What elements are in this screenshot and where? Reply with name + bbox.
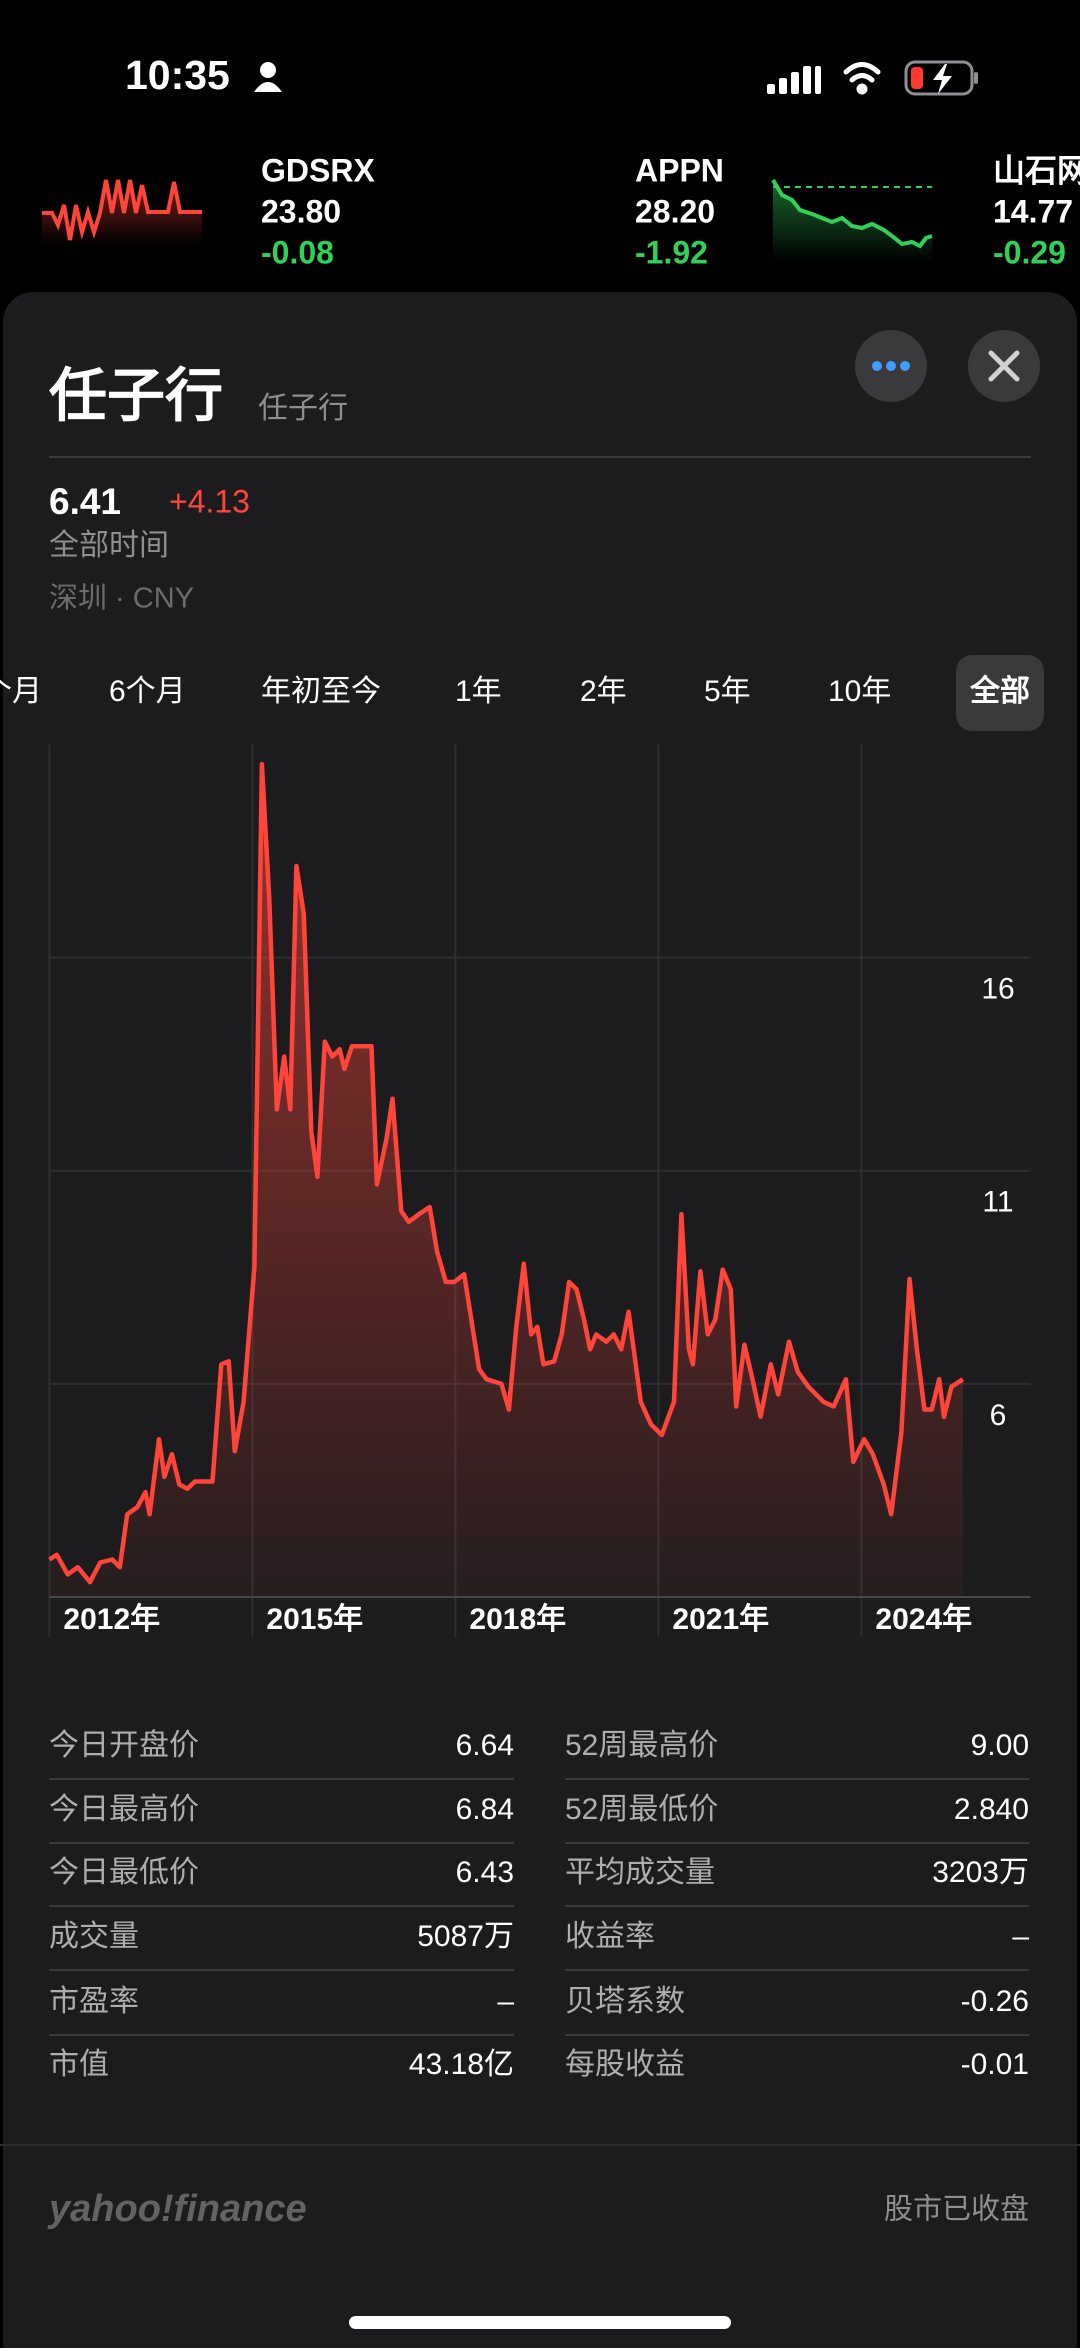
y-tick-label: 11: [982, 1186, 1013, 1219]
price: 6.41: [49, 481, 121, 522]
price-change: +4.13: [169, 483, 250, 519]
range-label: 5年: [704, 675, 751, 708]
sparkline: [42, 179, 202, 241]
ticker-price: 23.80: [261, 193, 341, 229]
range-tab[interactable]: 全部: [956, 655, 1044, 731]
stat-value: 6.43: [456, 1856, 514, 1889]
clock: 10:35: [125, 52, 230, 98]
x-tick-label: 2018年: [469, 1603, 566, 1636]
stock-subtitle: 任子行: [258, 392, 348, 425]
stat-value: -0.26: [961, 1985, 1029, 2018]
range-tab[interactable]: 2年: [580, 675, 627, 708]
x-tick-label: 2021年: [672, 1603, 769, 1636]
y-tick-label: 16: [981, 973, 1014, 1006]
stat-label: 今日开盘价: [49, 1729, 199, 1762]
stat-value: 6.84: [456, 1793, 514, 1826]
battery-icon: [904, 60, 978, 96]
exchange-label: 深圳 · CNY: [49, 583, 194, 615]
stat-value: 3203万: [932, 1856, 1029, 1889]
ticker-symbol: APPN: [635, 152, 724, 188]
stat-value: 6.64: [456, 1729, 514, 1762]
price-chart: 6 11 16 2012年 2015年 2018年 2021年 2024年: [48, 744, 1031, 1637]
more-button[interactable]: [855, 330, 927, 402]
ticker-item[interactable]: APPN 28.20 -1.92: [635, 152, 724, 270]
range-tab-selected: [956, 655, 1044, 731]
ticker-change: -0.08: [261, 234, 334, 270]
x-tick-label: 2012年: [63, 1603, 160, 1636]
stat-value: 43.18亿: [409, 2048, 514, 2081]
stat-label: 市盈率: [49, 1985, 139, 2018]
market-status: 股市已收盘: [884, 2193, 1029, 2226]
stat-value: –: [1012, 1920, 1029, 1953]
sparkline-fill: [773, 180, 932, 262]
stat-label: 贝塔系数: [565, 1985, 685, 2018]
home-indicator: [349, 2316, 731, 2329]
stat-value: 9.00: [971, 1729, 1029, 1762]
stat-label: 52周最高价: [565, 1729, 718, 1762]
stat-label: 收益率: [565, 1920, 655, 1953]
ticker-symbol: GDSRX: [261, 152, 375, 188]
brand-logo: yahoo!finance: [47, 2188, 307, 2230]
stat-value: 2.840: [954, 1793, 1029, 1826]
ticker-item[interactable]: 山石网 14.77 -0.29: [993, 152, 1080, 270]
range-tab[interactable]: 1年: [455, 675, 502, 708]
range-tabs: 3个月 6个月 年初至今 1年 2年 5年 10年 全部: [0, 655, 1044, 731]
range-tab[interactable]: 年初至今: [261, 675, 381, 708]
stat-label: 市值: [49, 2048, 109, 2081]
stock-title: 任子行: [49, 363, 223, 428]
stat-label: 平均成交量: [565, 1856, 715, 1889]
stat-label: 今日最高价: [49, 1793, 199, 1826]
stat-value: –: [497, 1985, 514, 2018]
price-line: [48, 761, 965, 1585]
ticker-price: 28.20: [635, 193, 715, 229]
ticker-change: -1.92: [635, 234, 708, 270]
range-label: 年初至今: [261, 675, 381, 708]
close-button[interactable]: [968, 330, 1040, 402]
range-label: 2年: [580, 675, 627, 708]
stat-value: -0.01: [961, 2048, 1029, 2081]
stat-label: 每股收益: [565, 2048, 685, 2081]
quote-card: [3, 292, 1077, 2348]
range-tab[interactable]: 10年: [828, 675, 891, 708]
range-tab[interactable]: 6个月: [109, 675, 186, 708]
signal-icon: [767, 66, 821, 94]
person-icon: [254, 62, 282, 92]
range-label: 1年: [455, 675, 502, 708]
ticker-symbol: 山石网: [993, 152, 1080, 188]
range-label: 3个月: [0, 675, 42, 708]
range-tab[interactable]: 3个月: [0, 675, 42, 708]
range-label: 10年: [828, 675, 891, 708]
ticker-price: 14.77: [993, 193, 1073, 229]
x-tick-label: 2015年: [266, 1603, 363, 1636]
range-label: 全部: [969, 674, 1030, 708]
stat-label: 52周最低价: [565, 1793, 718, 1826]
ticker-item[interactable]: GDSRX 23.80 -0.08: [261, 152, 375, 270]
period-label: 全部时间: [49, 529, 169, 562]
range-label: 6个月: [109, 675, 186, 708]
stat-value: 5087万: [417, 1920, 514, 1953]
stat-label: 成交量: [49, 1920, 139, 1953]
y-tick-label: 6: [990, 1399, 1007, 1432]
stat-label: 今日最低价: [49, 1856, 199, 1889]
sparkline: [771, 178, 933, 249]
x-tick-label: 2024年: [875, 1603, 972, 1636]
wifi-icon: [843, 62, 881, 95]
ticker-change: -0.29: [993, 234, 1066, 270]
range-tab[interactable]: 5年: [704, 675, 751, 708]
